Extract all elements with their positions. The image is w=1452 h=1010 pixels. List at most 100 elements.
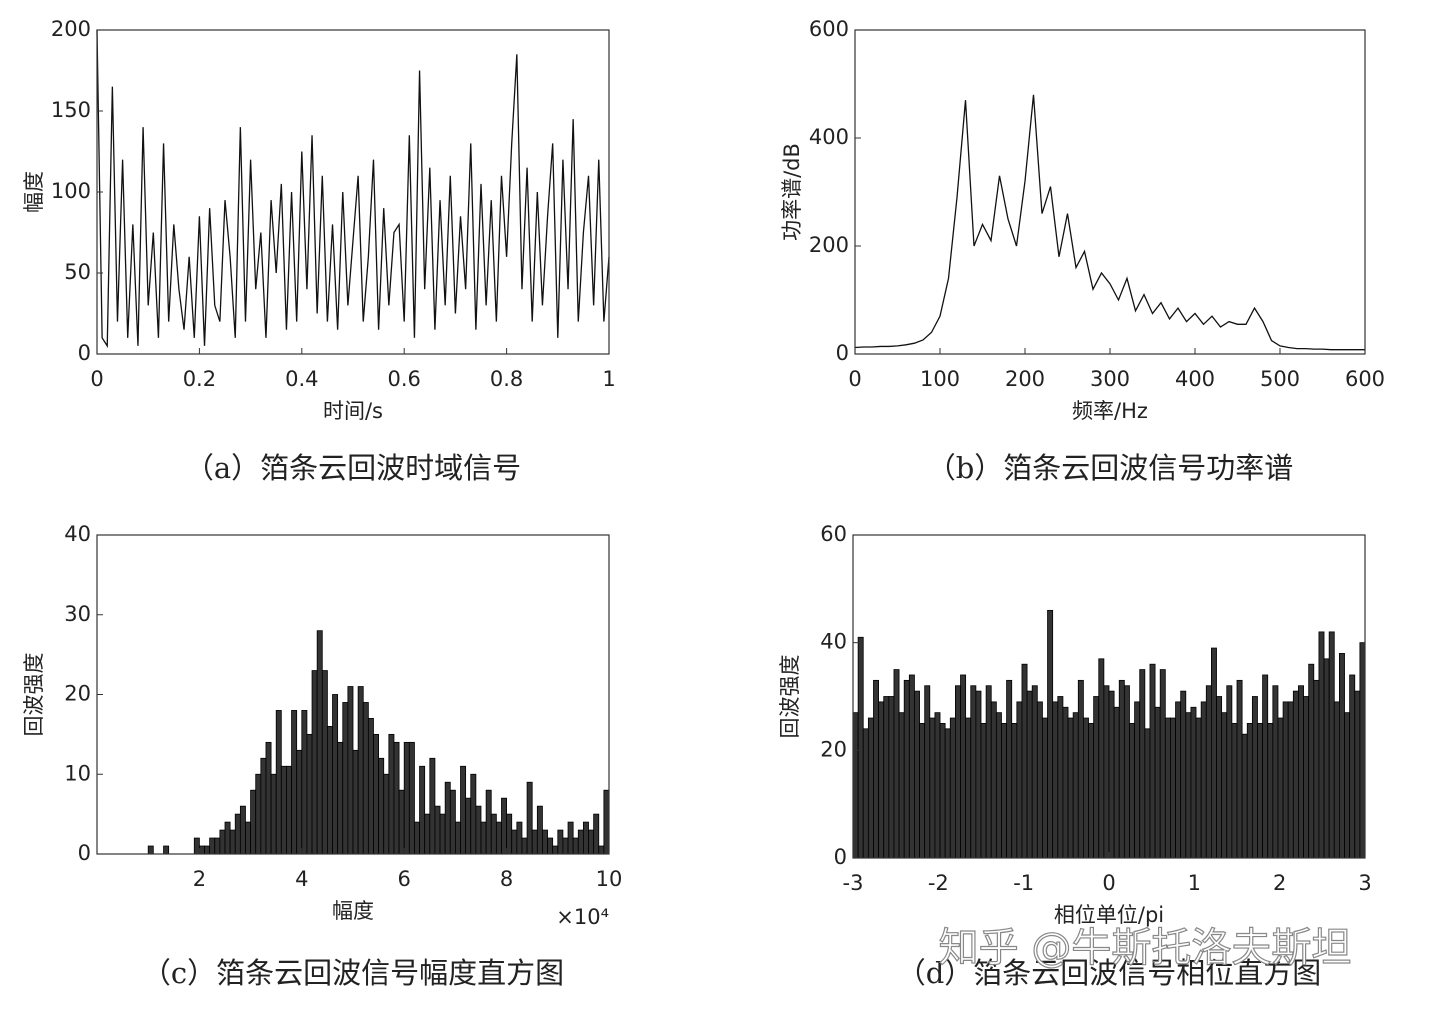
hist-bar: [1088, 723, 1095, 859]
hist-bar: [1001, 723, 1007, 859]
hist-bar: [414, 821, 420, 855]
hist-bar: [245, 821, 251, 855]
y-tick-label: 400: [809, 125, 849, 149]
hist-bar: [286, 765, 292, 855]
hist-bar: [1354, 690, 1361, 859]
hist-bar: [485, 789, 492, 855]
hist-bar: [562, 837, 569, 855]
hist-bar: [419, 765, 426, 855]
hist-bar: [1251, 696, 1258, 859]
hist-bar: [1098, 658, 1105, 859]
hist-bar: [470, 773, 477, 855]
hist-bar: [321, 670, 328, 855]
hist-bar: [1313, 679, 1320, 859]
hist-bar: [567, 821, 574, 855]
hist-bar: [1292, 690, 1299, 859]
y-tick-label: 100: [51, 179, 91, 203]
hist-bar: [867, 717, 874, 859]
hist-bar: [1057, 696, 1064, 859]
hist-bar: [250, 789, 257, 855]
hist-bar: [1349, 674, 1356, 859]
hist-bar: [1287, 701, 1294, 859]
hist-bar: [516, 821, 523, 855]
hist-bar: [1211, 647, 1217, 859]
hist-bar: [424, 813, 431, 855]
hist-bar: [352, 749, 359, 855]
y-tick-label: 0: [834, 845, 847, 869]
hist-bar: [398, 789, 405, 855]
x-tick-label: 1: [1188, 871, 1201, 895]
y-tick-label: 40: [64, 522, 91, 546]
hist-bar: [919, 723, 926, 859]
hist-bar: [1241, 733, 1248, 859]
hist-bar: [506, 813, 513, 855]
y-tick-label: 200: [809, 233, 849, 257]
caption: （a）箔条云回波时域信号: [185, 451, 521, 485]
hist-bar: [1216, 696, 1223, 859]
hist-bar: [480, 821, 487, 855]
hist-bar: [888, 696, 895, 859]
hist-bar: [1344, 712, 1351, 859]
hist-bar: [342, 702, 349, 855]
y-tick-label: 20: [820, 737, 847, 761]
hist-bar: [403, 741, 410, 855]
hist-bar: [1318, 631, 1325, 859]
hist-bar: [367, 718, 374, 855]
hist-bar: [1231, 723, 1238, 859]
hist-bar: [280, 765, 287, 855]
hist-bar: [444, 781, 451, 855]
hist-bar: [1026, 690, 1033, 859]
hist-bar: [229, 829, 236, 855]
x-axis-label: 频率/Hz: [1072, 399, 1148, 423]
hist-bar: [1339, 653, 1345, 859]
hist-bar: [1149, 663, 1156, 859]
hist-bar: [163, 845, 170, 855]
y-tick-label: 50: [64, 260, 91, 284]
hist-bar: [1113, 706, 1120, 859]
hist-bar: [383, 773, 390, 855]
hist-bar: [490, 813, 497, 855]
hist-bar: [1006, 679, 1013, 859]
x-tick-label: 0: [90, 367, 103, 391]
signal-line: [854, 94, 1365, 351]
x-tick-label: 1: [602, 367, 615, 391]
hist-bar: [429, 757, 436, 855]
hist-bar: [260, 757, 267, 855]
hist-bar: [296, 749, 303, 855]
hist-bar: [949, 717, 956, 859]
hist-bar: [898, 712, 905, 859]
hist-bar: [255, 773, 262, 855]
hist-bar: [234, 813, 241, 855]
hist-bar: [1257, 723, 1263, 859]
hist-bar: [1062, 706, 1069, 859]
hist-bar: [1159, 669, 1166, 859]
hist-bar: [214, 837, 221, 855]
hist-bar: [1205, 685, 1212, 859]
hist-bar: [593, 813, 600, 855]
hist-bar: [1108, 690, 1115, 859]
hist-bar: [239, 805, 246, 855]
hist-bar: [1118, 679, 1125, 859]
hist-bar: [193, 837, 200, 855]
x-tick-label: 200: [1005, 367, 1045, 391]
hist-bar: [1277, 717, 1284, 859]
hist-bar: [147, 845, 154, 855]
hist-bar: [1236, 679, 1243, 859]
hist-bar: [1083, 717, 1089, 859]
hist-bar: [204, 845, 211, 855]
hist-bar: [1164, 717, 1171, 859]
signal-line: [96, 29, 610, 349]
hist-bar: [501, 797, 508, 855]
hist-bar: [270, 773, 277, 855]
hist-bar: [521, 837, 528, 855]
hist-bar: [337, 741, 344, 855]
x-tick-label: 0.4: [285, 367, 318, 391]
hist-bar: [332, 694, 339, 855]
hist-bar: [388, 733, 395, 855]
x-tick-label: 400: [1175, 367, 1215, 391]
x-tick-label: 4: [295, 867, 308, 891]
hist-bar: [547, 837, 554, 855]
x-tick-label: 6: [398, 867, 411, 891]
hist-bar: [275, 710, 282, 855]
hist-bar: [1067, 717, 1074, 859]
